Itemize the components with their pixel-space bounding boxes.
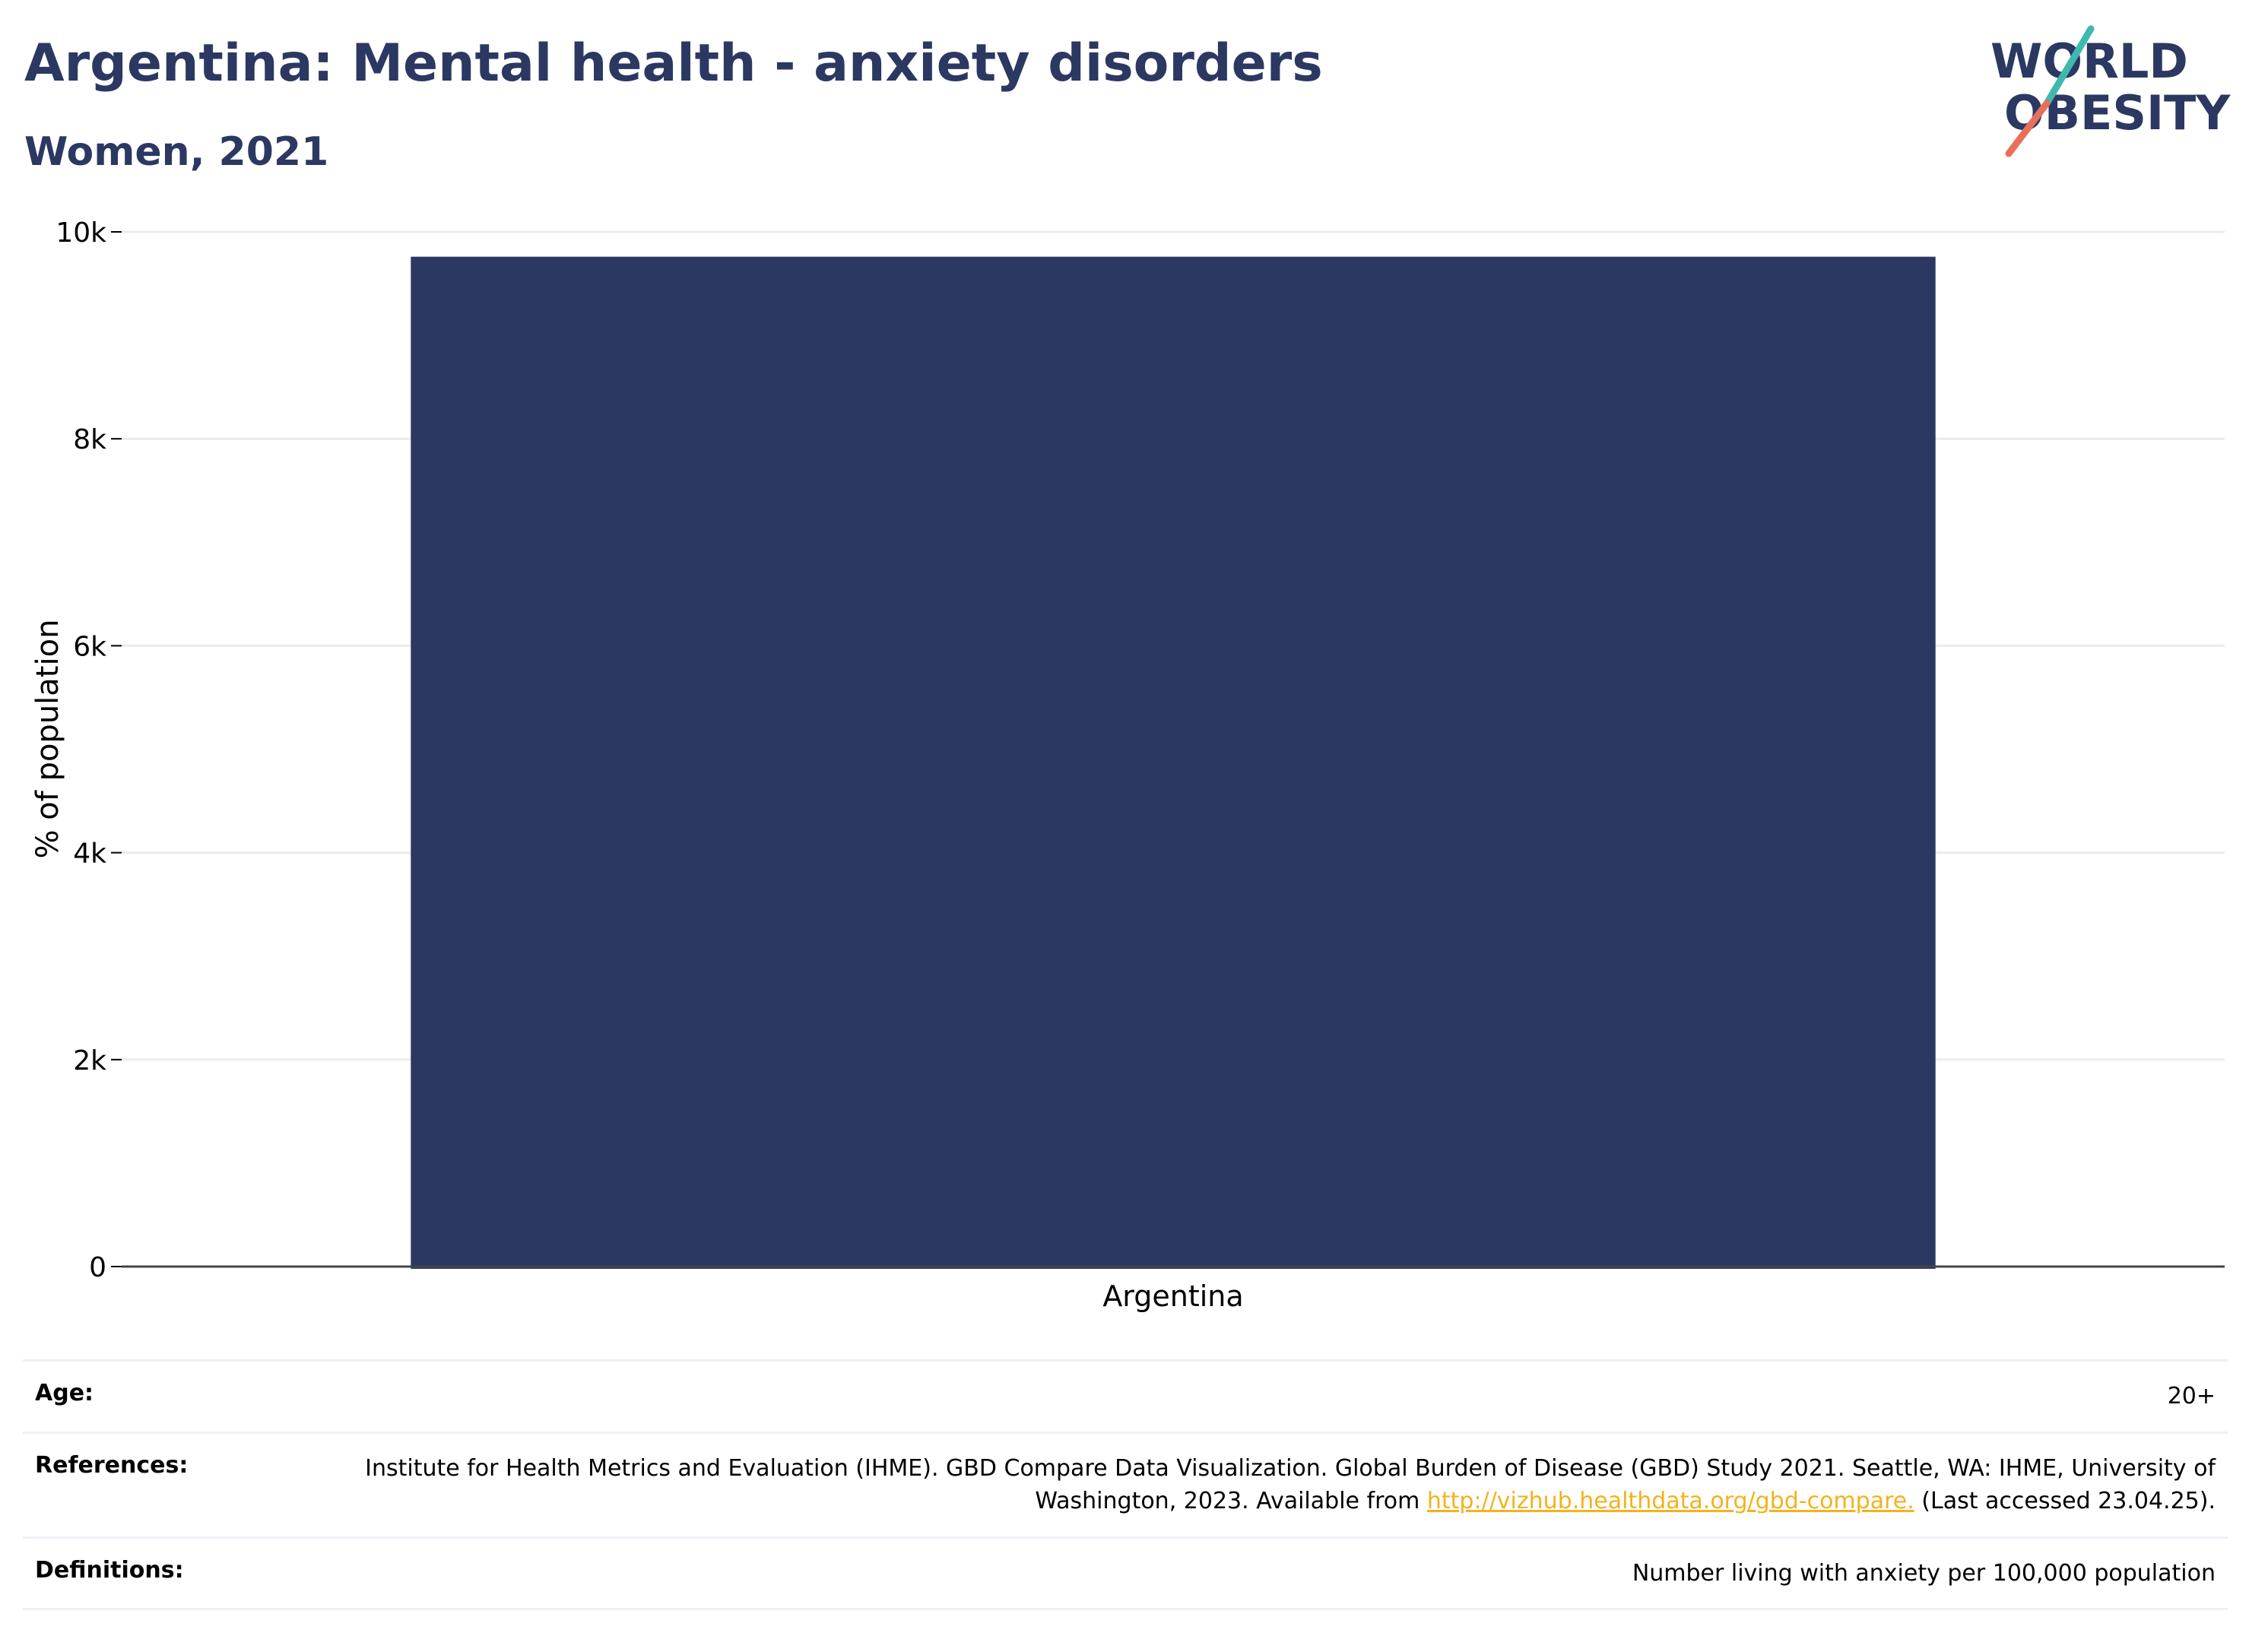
axes: 0 2k 4k 6k 8k 10k Argentina	[56, 217, 2225, 1313]
references-text: Institute for Health Metrics and Evaluat…	[365, 1454, 2216, 1515]
age-label: Age:	[35, 1380, 94, 1406]
chart-subtitle: Women, 2021	[24, 129, 329, 175]
chart-title: Argentina: Mental health - anxiety disor…	[24, 33, 1323, 94]
y-tick-label: 10k	[56, 217, 106, 249]
references-accessed: (Last accessed 23.04.25).	[1921, 1488, 2216, 1514]
bars	[411, 256, 1936, 1269]
definitions-value: Number living with anxiety per 100,000 p…	[1632, 1559, 2216, 1587]
bar-chart: 0 2k 4k 6k 8k 10k Argentina % of population	[30, 217, 2225, 1313]
definitions-row: Definitions: Number living with anxiety …	[23, 1537, 2228, 1609]
logo-slash-coral	[2005, 100, 2051, 157]
y-tick-label: 0	[89, 1252, 106, 1283]
y-tick-label: 4k	[73, 839, 106, 870]
bar-argentina	[411, 256, 1936, 1269]
world-obesity-logo: WORLD OBESITY	[1990, 25, 2231, 157]
y-tick-label: 6k	[73, 631, 106, 662]
x-tick-label: Argentina	[1102, 1279, 1243, 1313]
references-link[interactable]: http://vizhub.healthdata.org/gbd-compare…	[1426, 1488, 1914, 1514]
y-tick-label: 8k	[73, 424, 106, 455]
metadata-table: Age: 20+ References: Institute for Healt…	[23, 1359, 2228, 1610]
references-value: Institute for Health Metrics and Evaluat…	[275, 1432, 2228, 1537]
references-label: References:	[35, 1451, 189, 1479]
age-value: 20+	[2167, 1383, 2216, 1409]
references-row: References: Institute for Health Metrics…	[23, 1432, 2228, 1537]
y-axis-title: % of population	[30, 620, 65, 859]
logo-slash-teal	[2043, 25, 2095, 107]
logo-line-1: WORLD	[1990, 33, 2188, 89]
age-row: Age: 20+	[23, 1360, 2228, 1433]
definitions-label: Definitions:	[35, 1556, 184, 1584]
y-tick-label: 2k	[73, 1045, 106, 1076]
